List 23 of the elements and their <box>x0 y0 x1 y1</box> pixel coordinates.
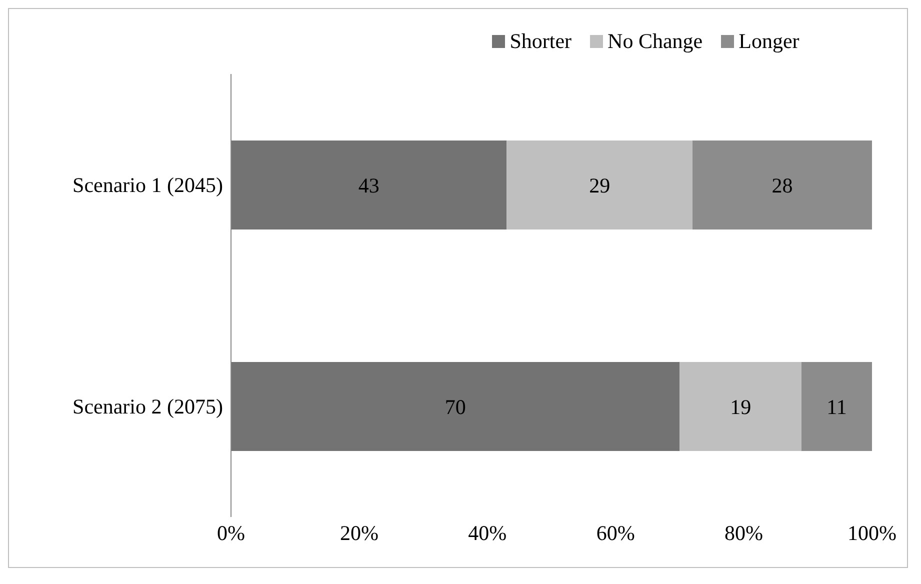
bar <box>506 140 693 230</box>
x-tick-label: 0% <box>217 520 245 545</box>
y-tick-label: Scenario 2 (2075) <box>72 394 223 419</box>
y-tick-label: Scenario 1 (2045) <box>72 173 223 198</box>
x-tick-label: 20% <box>340 520 378 545</box>
data-label: 19 <box>730 394 752 419</box>
bar <box>231 140 507 230</box>
data-label: 11 <box>826 394 847 419</box>
x-tick-label: 80% <box>724 520 764 545</box>
data-label: 43 <box>358 173 380 198</box>
legend-label: Longer <box>738 29 800 54</box>
legend-label: No Change <box>608 29 703 54</box>
bar <box>692 140 872 230</box>
x-tick-label: 60% <box>596 520 635 545</box>
data-label: 28 <box>772 173 793 198</box>
bar <box>801 362 872 451</box>
bar <box>231 362 680 451</box>
legend-label: Shorter <box>510 29 572 54</box>
x-tick-label: 100% <box>848 520 896 545</box>
x-tick-label: 40% <box>468 520 507 545</box>
bar <box>680 362 802 451</box>
data-label: 29 <box>589 173 610 198</box>
data-label: 70 <box>444 394 466 419</box>
